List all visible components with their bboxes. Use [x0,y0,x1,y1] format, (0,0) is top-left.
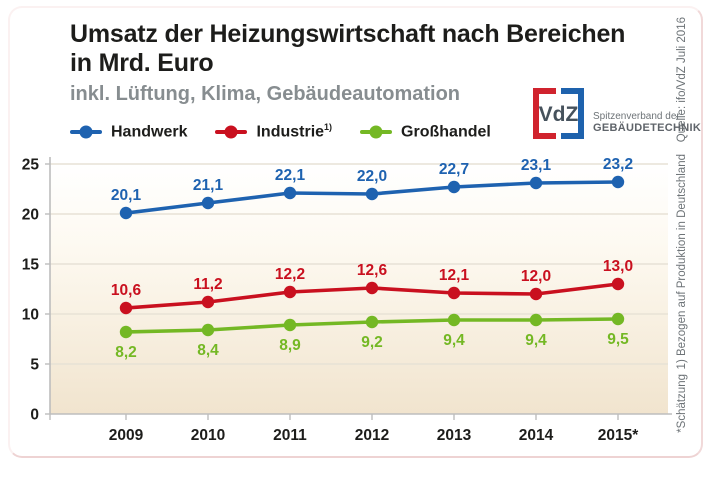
data-point [447,180,461,194]
legend-label: Handwerk [111,123,188,141]
y-tick-label: 5 [30,357,39,374]
handwerk-dot-icon [79,125,93,139]
data-point [365,315,379,329]
data-point [119,206,133,220]
industrie-dot-icon [224,125,238,139]
data-label: 10,6 [111,282,142,299]
data-point [611,175,625,189]
data-point [119,301,133,315]
handwerk-line-swatch-icon [70,125,102,139]
legend-label: Großhandel [401,123,491,141]
data-point [201,323,215,337]
data-point [447,286,461,300]
data-point [365,187,379,201]
data-label: 12,2 [275,266,305,283]
data-label: 9,4 [525,332,547,349]
logo-bracket-left-icon [533,88,557,139]
data-label: 12,1 [439,267,470,284]
data-label: 9,2 [361,334,383,351]
y-tick-label: 10 [22,307,39,324]
x-tick-label: 2015* [598,427,639,444]
data-label: 9,5 [607,331,629,348]
data-label: 13,0 [603,258,633,275]
line-chart: 0 5 10 15 20 25 2009 2010 2011 2012 2013 2014 2015* 2… [22,156,672,444]
logo-text: VdZ [538,103,579,126]
x-tick-label: 2013 [437,427,472,444]
data-point [529,287,543,301]
chart-legend: Handwerk Industrie1) Großhandel [70,122,491,141]
logo-tagline-line1: Spitzenverband der [593,111,680,122]
y-tick-label: 20 [22,207,39,224]
legend-item-handwerk: Handwerk [70,122,187,141]
title-block: Umsatz der Heizungswirtschaft nach Berei… [70,20,625,106]
data-point [283,285,297,299]
page-subtitle: inkl. Lüftung, Klima, Gebäudeautomation [70,83,461,105]
data-label: 8,4 [197,342,219,359]
title-line2: in Mrd. Euro [70,49,214,77]
data-label: 22,7 [439,161,469,178]
data-label: 20,1 [111,187,142,204]
chart-card: 0 5 10 15 20 25 2009 2010 2011 2012 2013 2014 2015* 2… [8,6,703,458]
data-point [365,281,379,295]
y-tick-label: 15 [22,257,40,274]
logo-bracket-right-icon [560,88,584,139]
data-point [283,186,297,200]
vdz-logo: VdZ Spitzenverband der GEBÄUDETECHNIK [533,88,701,139]
x-tick-label: 2011 [273,427,307,444]
data-label: 11,2 [193,276,222,293]
legend-label: Industrie1) [256,122,333,141]
data-point [201,295,215,309]
data-label: 12,6 [357,262,388,279]
data-label: 8,2 [115,344,137,361]
x-tick-label: 2012 [355,427,389,444]
legend-item-grosshandel: Großhandel [360,122,491,141]
data-label: 21,1 [193,177,224,194]
data-label: 22,0 [357,168,387,185]
data-point [611,312,625,326]
data-point [201,196,215,210]
x-tick-label: 2010 [191,427,225,444]
data-label: 12,0 [521,268,551,285]
footnote-1: 1) Bezogen auf Produktion in Deutschland [676,154,688,370]
x-tick-label: 2009 [109,427,144,444]
data-point [529,176,543,190]
industrie-line-swatch-icon [215,125,248,139]
x-tick-label: 2014 [519,427,554,444]
source-note: Quelle: ifo/VdZ Juli 2016 [676,17,688,143]
logo-tagline-line2: GEBÄUDETECHNIK [593,122,702,134]
data-label: 9,4 [443,332,465,349]
vdz-logo-mark: VdZ [533,88,584,139]
legend-item-industrie: Industrie1) [215,122,332,141]
logo-tagline: Spitzenverband der GEBÄUDETECHNIK [593,111,701,139]
title-line1: Umsatz der Heizungswirtschaft nach Berei… [70,20,626,48]
data-label: 8,9 [279,337,301,354]
data-point [611,277,625,291]
footnote-estimate: *Schätzung [676,373,688,433]
data-point [283,318,297,332]
data-point [529,313,543,327]
data-label: 22,1 [275,167,306,184]
page-title: Umsatz der Heizungswirtschaft nach Berei… [70,20,625,78]
y-tick-label: 25 [22,157,40,174]
grosshandel-line-swatch-icon [360,125,393,139]
data-label: 23,2 [603,156,633,173]
grosshandel-dot-icon [369,125,383,139]
y-tick-label: 0 [30,407,39,424]
data-point [447,313,461,327]
data-point [119,325,133,339]
data-label: 23,1 [521,157,552,174]
